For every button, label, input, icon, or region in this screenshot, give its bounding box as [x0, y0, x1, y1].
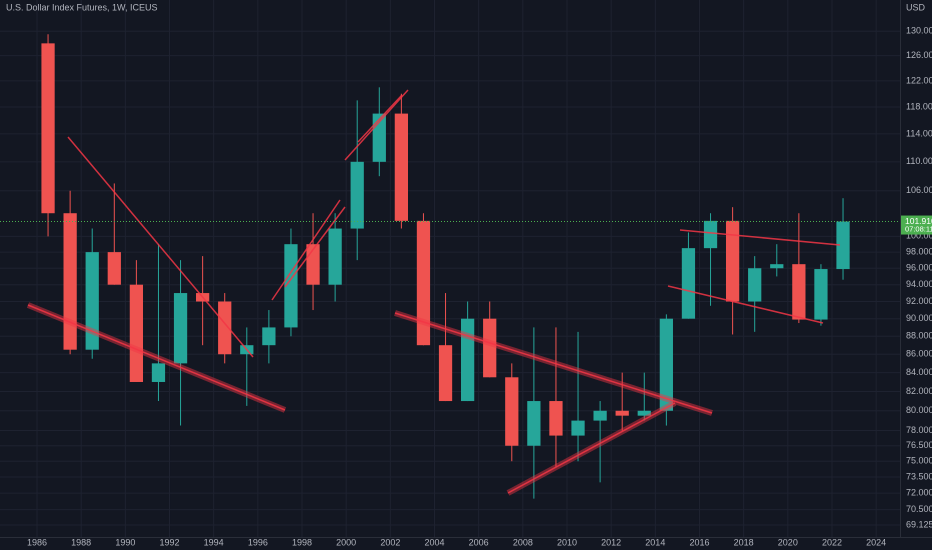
y-tick-label: 73.500 [906, 471, 932, 481]
y-tick-label: 122.000 [906, 75, 932, 85]
x-tick-label: 2012 [601, 537, 621, 547]
candle-body [284, 244, 298, 328]
candle-body [748, 268, 762, 302]
x-tick-label: 2004 [424, 537, 444, 547]
y-tick-label: 82.000 [906, 386, 932, 396]
trendline [284, 206, 346, 288]
candle-body [41, 43, 55, 214]
candle-body [637, 410, 651, 416]
candle-body [107, 252, 121, 285]
candle-body [416, 220, 431, 346]
x-tick-label: 1998 [292, 537, 312, 547]
grid [0, 0, 900, 537]
trendline [357, 94, 403, 143]
candle-body [151, 363, 166, 382]
y-tick-label: 98.000 [906, 246, 932, 256]
currency-label: USD [906, 2, 926, 12]
last-price-label: 101.910 [905, 216, 932, 226]
y-tick-label: 90.000 [906, 313, 932, 323]
candle-body [659, 318, 673, 411]
x-tick-label: 2016 [689, 537, 709, 547]
trendline [667, 285, 824, 324]
y-tick-label: 114.000 [906, 128, 932, 138]
y-tick-label: 69.125 [906, 519, 932, 529]
x-tick-label: 2014 [645, 537, 665, 547]
candle-body [725, 220, 740, 302]
x-tick-label: 1992 [159, 537, 179, 547]
x-tick-label: 2010 [557, 537, 577, 547]
y-tick-label: 75.000 [906, 456, 932, 466]
trendline [271, 199, 341, 301]
candle-body [262, 327, 276, 346]
candle-body [549, 401, 563, 436]
y-tick-label: 88.000 [906, 331, 932, 341]
candle-body [350, 161, 364, 229]
candle-body [483, 318, 497, 378]
trendline [507, 402, 676, 494]
candle-body [681, 248, 696, 319]
trendlines [26, 89, 841, 496]
y-tick-label: 118.000 [906, 101, 932, 111]
candle-body [505, 377, 519, 446]
candle-body [527, 401, 541, 446]
candle-body [63, 213, 77, 350]
y-tick-label: 94.000 [906, 279, 932, 289]
x-tick-label: 1994 [204, 537, 224, 547]
candle-body [814, 269, 828, 320]
candle-body [438, 345, 453, 402]
y-tick-label: 106.000 [906, 185, 932, 195]
x-tick-label: 2006 [469, 537, 489, 547]
y-tick-label: 80.000 [906, 405, 932, 415]
x-tick-label: 1986 [27, 537, 47, 547]
candle-body [615, 410, 629, 416]
candle-body [173, 293, 188, 364]
candle-body [328, 228, 342, 285]
candle-body [836, 221, 850, 270]
trendline [679, 229, 841, 246]
trendline [394, 312, 713, 414]
x-tick-label: 1996 [248, 537, 268, 547]
trendline [27, 304, 286, 411]
x-tick-label: 2024 [866, 537, 886, 547]
y-tick-label: 76.500 [906, 440, 932, 450]
y-tick-label: 92.000 [906, 296, 932, 306]
candle-body [218, 301, 232, 355]
y-tick-label: 70.500 [906, 504, 932, 514]
axes: 130.000 126.000 122.000 118.000 114.000 110.0… [0, 26, 932, 547]
trendline [67, 136, 254, 358]
y-tick-label: 126.000 [906, 50, 932, 60]
x-tick-label: 2020 [778, 537, 798, 547]
candle-body [460, 318, 475, 402]
candle-body [571, 420, 585, 436]
y-tick-label: 96.000 [906, 263, 932, 273]
countdown-label: 07:08:11 [905, 225, 932, 234]
y-tick-label: 86.000 [906, 349, 932, 359]
x-tick-label: 1988 [71, 537, 91, 547]
y-tick-label: 78.000 [906, 425, 932, 435]
y-tick-label: 72.000 [906, 487, 932, 497]
x-tick-label: 2018 [734, 537, 754, 547]
y-tick-label: 110.000 [906, 156, 932, 166]
y-tick-label: 84.000 [906, 367, 932, 377]
x-tick-label: 2002 [380, 537, 400, 547]
candle-body [129, 284, 144, 382]
chart-title: U.S. Dollar Index Futures, 1W, ICEUS [6, 2, 158, 12]
candle-body [85, 252, 99, 350]
x-tick-label: 1990 [115, 537, 135, 547]
trendline [344, 89, 409, 161]
candle-body [770, 264, 784, 269]
y-tick-label: 130.000 [906, 26, 932, 36]
candle-body [593, 410, 607, 421]
x-tick-label: 2000 [336, 537, 356, 547]
x-tick-label: 2008 [513, 537, 533, 547]
candles [41, 34, 850, 499]
candle-body [394, 113, 408, 221]
candle-body [703, 220, 718, 249]
x-tick-label: 2022 [822, 537, 842, 547]
candle-body [792, 264, 806, 320]
y-tick-label: 100.000 [906, 231, 932, 241]
last-price-badge [901, 215, 932, 235]
